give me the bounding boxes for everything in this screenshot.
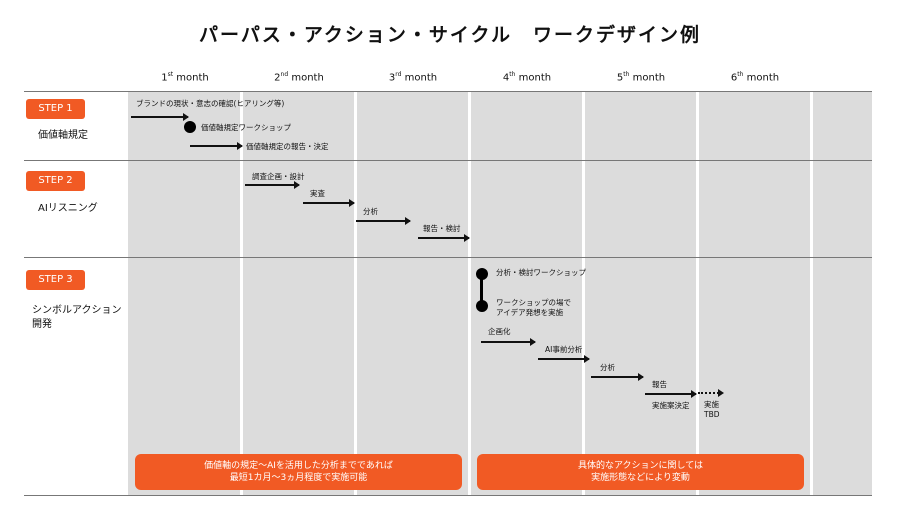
task-label-line: アイデア発想を実施 xyxy=(496,308,564,317)
note-line: 価値軸の規定～AIを活用した分析までであれば xyxy=(204,461,393,471)
task-label: 分析・検討ワークショップ xyxy=(496,268,586,277)
task-label: AI事前分析 xyxy=(545,345,583,354)
task-arrow xyxy=(481,338,536,346)
step-3-label-line2: 開発 xyxy=(32,319,52,330)
task-arrow xyxy=(591,373,644,381)
note-line: 実施形態などにより変動 xyxy=(591,473,690,483)
task-label: ワークショップの場で アイデア発想を実施 xyxy=(496,298,571,318)
task-label: 企画化 xyxy=(488,327,511,336)
task-arrow xyxy=(356,217,411,225)
note-banner-2: 具体的なアクションに関しては 実施形態などにより変動 xyxy=(477,454,804,490)
task-arrow xyxy=(645,390,697,398)
step-1-label: 価値軸規定 xyxy=(38,130,88,141)
milestone-dot xyxy=(476,300,488,312)
task-label-line: ワークショップの場で xyxy=(496,298,571,307)
timeline-grid xyxy=(128,92,872,496)
month-divider xyxy=(354,92,357,496)
task-arrow xyxy=(131,113,189,121)
task-arrow xyxy=(303,199,355,207)
month-header-1: 1st month xyxy=(161,71,209,84)
month-header-3: 3rd month xyxy=(388,71,438,84)
step-3-label: シンボルアクション 開発 xyxy=(32,304,122,332)
month-divider xyxy=(240,92,243,496)
month-divider xyxy=(696,92,699,496)
task-label: 分析 xyxy=(363,207,378,216)
task-arrow xyxy=(418,234,470,242)
month-header-5: 5th month xyxy=(616,71,666,84)
step-3-label-line1: シンボルアクション xyxy=(32,305,122,316)
task-arrow xyxy=(245,181,300,189)
month-divider xyxy=(582,92,585,496)
row-divider xyxy=(24,91,872,92)
task-label: 報告・検討 xyxy=(423,224,461,233)
step-2-label: AIリスニング xyxy=(38,203,98,214)
milestone-dot xyxy=(476,268,488,280)
page-title: パーパス・アクション・サイクル ワークデザイン例 xyxy=(199,24,701,46)
tbd-dotted-arrow xyxy=(698,389,724,397)
task-label: 実施案決定 xyxy=(652,401,690,410)
milestone-dot xyxy=(184,121,196,133)
note-line: 具体的なアクションに関しては xyxy=(577,461,704,471)
task-label-line: TBD xyxy=(704,410,720,419)
row-divider xyxy=(24,160,872,161)
row-divider xyxy=(24,257,872,258)
month-divider xyxy=(468,92,471,496)
step-3-badge: STEP 3 xyxy=(26,270,85,290)
task-label: ブランドの現状・意志の確認(ヒアリング等) xyxy=(136,99,285,108)
task-label: 実査 xyxy=(310,189,325,198)
task-label: 価値軸規定ワークショップ xyxy=(201,123,291,132)
task-label: 価値軸規定の報告・決定 xyxy=(246,142,329,151)
task-label: 報告 xyxy=(652,380,667,389)
milestone-connector xyxy=(480,273,483,307)
task-label: 分析 xyxy=(600,363,615,372)
row-divider xyxy=(24,495,872,496)
task-label-line: 実施 xyxy=(704,400,719,409)
step-1-badge: STEP 1 xyxy=(26,99,85,119)
task-label: 実施 TBD xyxy=(704,400,720,420)
note-banner-1: 価値軸の規定～AIを活用した分析までであれば 最短1カ月～3ヵ月程度で実施可能 xyxy=(135,454,462,490)
month-header-2: 2nd month xyxy=(274,71,324,84)
step-2-badge: STEP 2 xyxy=(26,171,85,191)
task-label: 調査企画・設計 xyxy=(252,172,305,181)
task-arrow xyxy=(190,142,243,150)
month-header-6: 6th month xyxy=(730,71,780,84)
month-header-4: 4th month xyxy=(502,71,552,84)
month-divider xyxy=(810,92,813,496)
note-line: 最短1カ月～3ヵ月程度で実施可能 xyxy=(229,473,368,483)
task-arrow xyxy=(538,355,590,363)
